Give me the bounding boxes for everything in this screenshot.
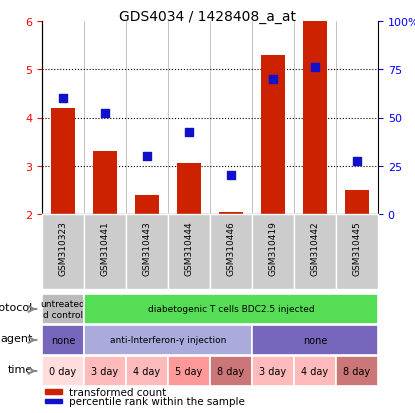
Point [228,173,234,179]
Text: percentile rank within the sample: percentile rank within the sample [69,396,245,406]
Text: none: none [303,335,327,345]
Text: 5 day: 5 day [176,366,203,376]
Bar [51,109,75,214]
Text: transformed count: transformed count [69,387,166,396]
Text: GSM310445: GSM310445 [352,221,361,275]
Bar [135,195,159,214]
Text: protocol: protocol [0,303,33,313]
Text: diabetogenic T cells BDC2.5 injected: diabetogenic T cells BDC2.5 injected [148,305,314,314]
Text: agent: agent [0,334,33,344]
Point [102,110,108,117]
Text: anti-Interferon-γ injection: anti-Interferon-γ injection [110,336,226,345]
Text: 8 day: 8 day [344,366,371,376]
Bar [45,389,62,394]
Bar [45,399,62,403]
Text: 4 day: 4 day [134,366,161,376]
Point [186,129,192,136]
Text: GDS4034 / 1428408_a_at: GDS4034 / 1428408_a_at [119,10,296,24]
Text: GSM310441: GSM310441 [100,221,110,275]
Bar [303,22,327,214]
Text: GSM310443: GSM310443 [142,221,151,275]
Text: GSM310444: GSM310444 [185,221,193,275]
Text: 3 day: 3 day [259,366,287,376]
Bar [93,152,117,214]
Text: 8 day: 8 day [217,366,244,376]
Text: time: time [7,365,33,375]
Text: GSM310442: GSM310442 [310,221,320,275]
Bar [220,212,242,214]
Text: 3 day: 3 day [91,366,119,376]
Point [60,96,66,102]
Text: 4 day: 4 day [301,366,329,376]
Point [270,76,276,83]
Text: GSM310446: GSM310446 [227,221,235,275]
Bar [178,164,200,214]
Point [144,153,150,160]
Bar [261,56,285,214]
Text: untreated
d control: untreated d control [41,299,85,319]
Text: 0 day: 0 day [49,366,76,376]
Text: none: none [51,335,75,345]
Bar [345,190,369,214]
Point [312,64,318,71]
Text: GSM310419: GSM310419 [269,221,278,275]
Point [354,158,360,165]
Text: GSM310323: GSM310323 [59,221,68,275]
